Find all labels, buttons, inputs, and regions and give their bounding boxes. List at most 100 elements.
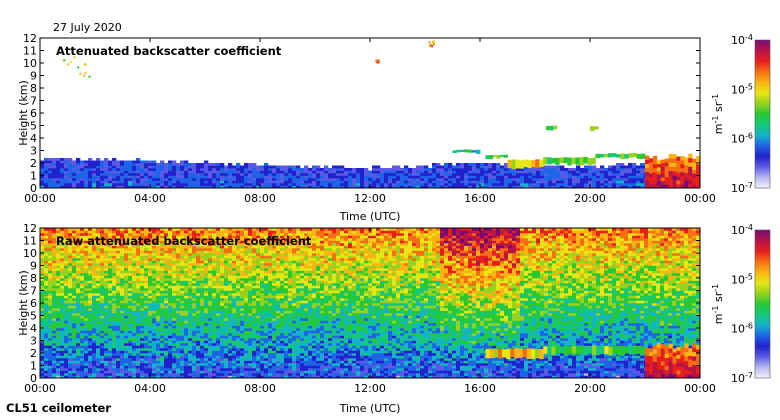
noise-cell xyxy=(80,315,85,319)
noise-cell xyxy=(52,368,57,371)
bl-cell xyxy=(556,170,561,174)
bl-cell xyxy=(168,173,173,176)
noise-cell xyxy=(140,263,145,266)
bl-cell xyxy=(316,178,321,181)
noise-cell xyxy=(204,308,209,311)
noise-cell xyxy=(184,245,189,249)
bl-cell xyxy=(160,160,165,164)
bl-cell xyxy=(224,170,229,174)
noise-cell xyxy=(92,350,97,354)
bl-cell xyxy=(124,175,129,179)
noise-cell xyxy=(184,280,189,284)
noise-cell xyxy=(220,268,225,271)
noise-cell xyxy=(200,263,205,266)
bl-cell xyxy=(336,173,341,176)
bl-cell xyxy=(52,163,57,166)
noise-cell xyxy=(136,323,141,326)
noise-cell xyxy=(140,285,145,289)
noise-cell xyxy=(160,308,165,311)
noise-cell xyxy=(240,335,245,339)
bl-cell xyxy=(204,175,209,179)
fog-cell xyxy=(692,180,697,185)
bl-cell xyxy=(376,168,381,171)
bl-cell xyxy=(220,185,225,189)
bl-cell xyxy=(252,175,257,179)
bl-cell xyxy=(404,168,409,171)
noise-cell xyxy=(192,323,197,326)
noise-cell xyxy=(200,345,205,349)
bl-cell xyxy=(200,178,205,181)
noise-cell xyxy=(184,290,189,294)
bl-cell xyxy=(256,185,261,189)
noise-cell xyxy=(212,353,217,356)
xtick-label: 00:00 xyxy=(24,192,56,205)
noise-cell xyxy=(128,345,133,349)
noise-cell xyxy=(76,280,81,284)
noise-cell xyxy=(132,345,137,349)
noise-cell xyxy=(232,233,237,236)
bl-cell xyxy=(268,183,273,186)
noise-cell xyxy=(176,305,181,309)
noise-cell xyxy=(232,323,237,326)
noise-cell xyxy=(60,363,65,366)
bl-cell xyxy=(88,165,93,169)
noise-cell xyxy=(52,228,57,231)
noise-cell xyxy=(124,298,129,301)
noise-cell xyxy=(200,300,205,304)
bl-cell xyxy=(148,175,153,179)
bl-cell xyxy=(160,163,165,166)
bl-cell xyxy=(508,183,513,186)
bl-cell xyxy=(64,163,69,166)
noise-cell xyxy=(132,280,137,284)
noise-cell xyxy=(180,348,185,351)
bl-cell xyxy=(204,183,209,186)
noise-cell xyxy=(88,293,93,296)
bl-cell xyxy=(216,173,221,176)
bl-cell xyxy=(392,178,397,181)
noise-cell xyxy=(184,310,189,314)
bl-cell xyxy=(544,170,549,174)
bl-cell xyxy=(472,175,477,179)
noise-cell xyxy=(128,303,133,306)
noise-cell xyxy=(168,270,173,274)
noise-cell xyxy=(228,290,233,294)
bl-cell xyxy=(40,173,45,176)
noise-cell xyxy=(76,228,81,231)
noise-cell xyxy=(132,373,137,376)
noise-cell xyxy=(212,283,217,286)
noise-cell xyxy=(188,268,193,271)
bl-cell xyxy=(256,183,261,186)
bl-cell xyxy=(88,183,93,186)
noise-cell xyxy=(96,258,101,261)
noise-cell xyxy=(216,228,221,231)
bl-cell xyxy=(444,170,449,174)
noise-cell xyxy=(44,333,49,336)
bl-cell xyxy=(76,160,81,164)
noise-cell xyxy=(112,330,117,334)
panel2-plot xyxy=(40,228,701,379)
noise-cell xyxy=(124,235,129,239)
noise-cell xyxy=(108,365,113,369)
noise-cell xyxy=(88,328,93,331)
noise-cell xyxy=(180,268,185,271)
noise-cell xyxy=(172,253,177,256)
bl-cell xyxy=(204,163,209,166)
noise-cell xyxy=(76,373,81,376)
noise-cell xyxy=(180,368,185,371)
fog-cell xyxy=(680,171,685,177)
fog-cell xyxy=(656,184,662,189)
bl-cell xyxy=(548,185,553,189)
noise-cell xyxy=(56,255,61,259)
noise-cell xyxy=(180,355,185,359)
fog-cell xyxy=(652,179,658,185)
bl-cell xyxy=(628,163,633,166)
bl-cell xyxy=(484,180,489,184)
bl-cell xyxy=(592,168,597,171)
noise-cell xyxy=(184,363,189,366)
noise-cell xyxy=(112,313,117,316)
noise-cell xyxy=(92,278,97,281)
noise-cell xyxy=(60,303,65,306)
noise-cell xyxy=(116,363,121,366)
noise-cell xyxy=(228,248,233,251)
bl-cell xyxy=(356,173,361,176)
